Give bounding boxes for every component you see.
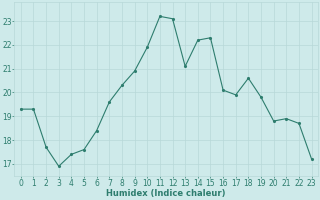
X-axis label: Humidex (Indice chaleur): Humidex (Indice chaleur) <box>107 189 226 198</box>
